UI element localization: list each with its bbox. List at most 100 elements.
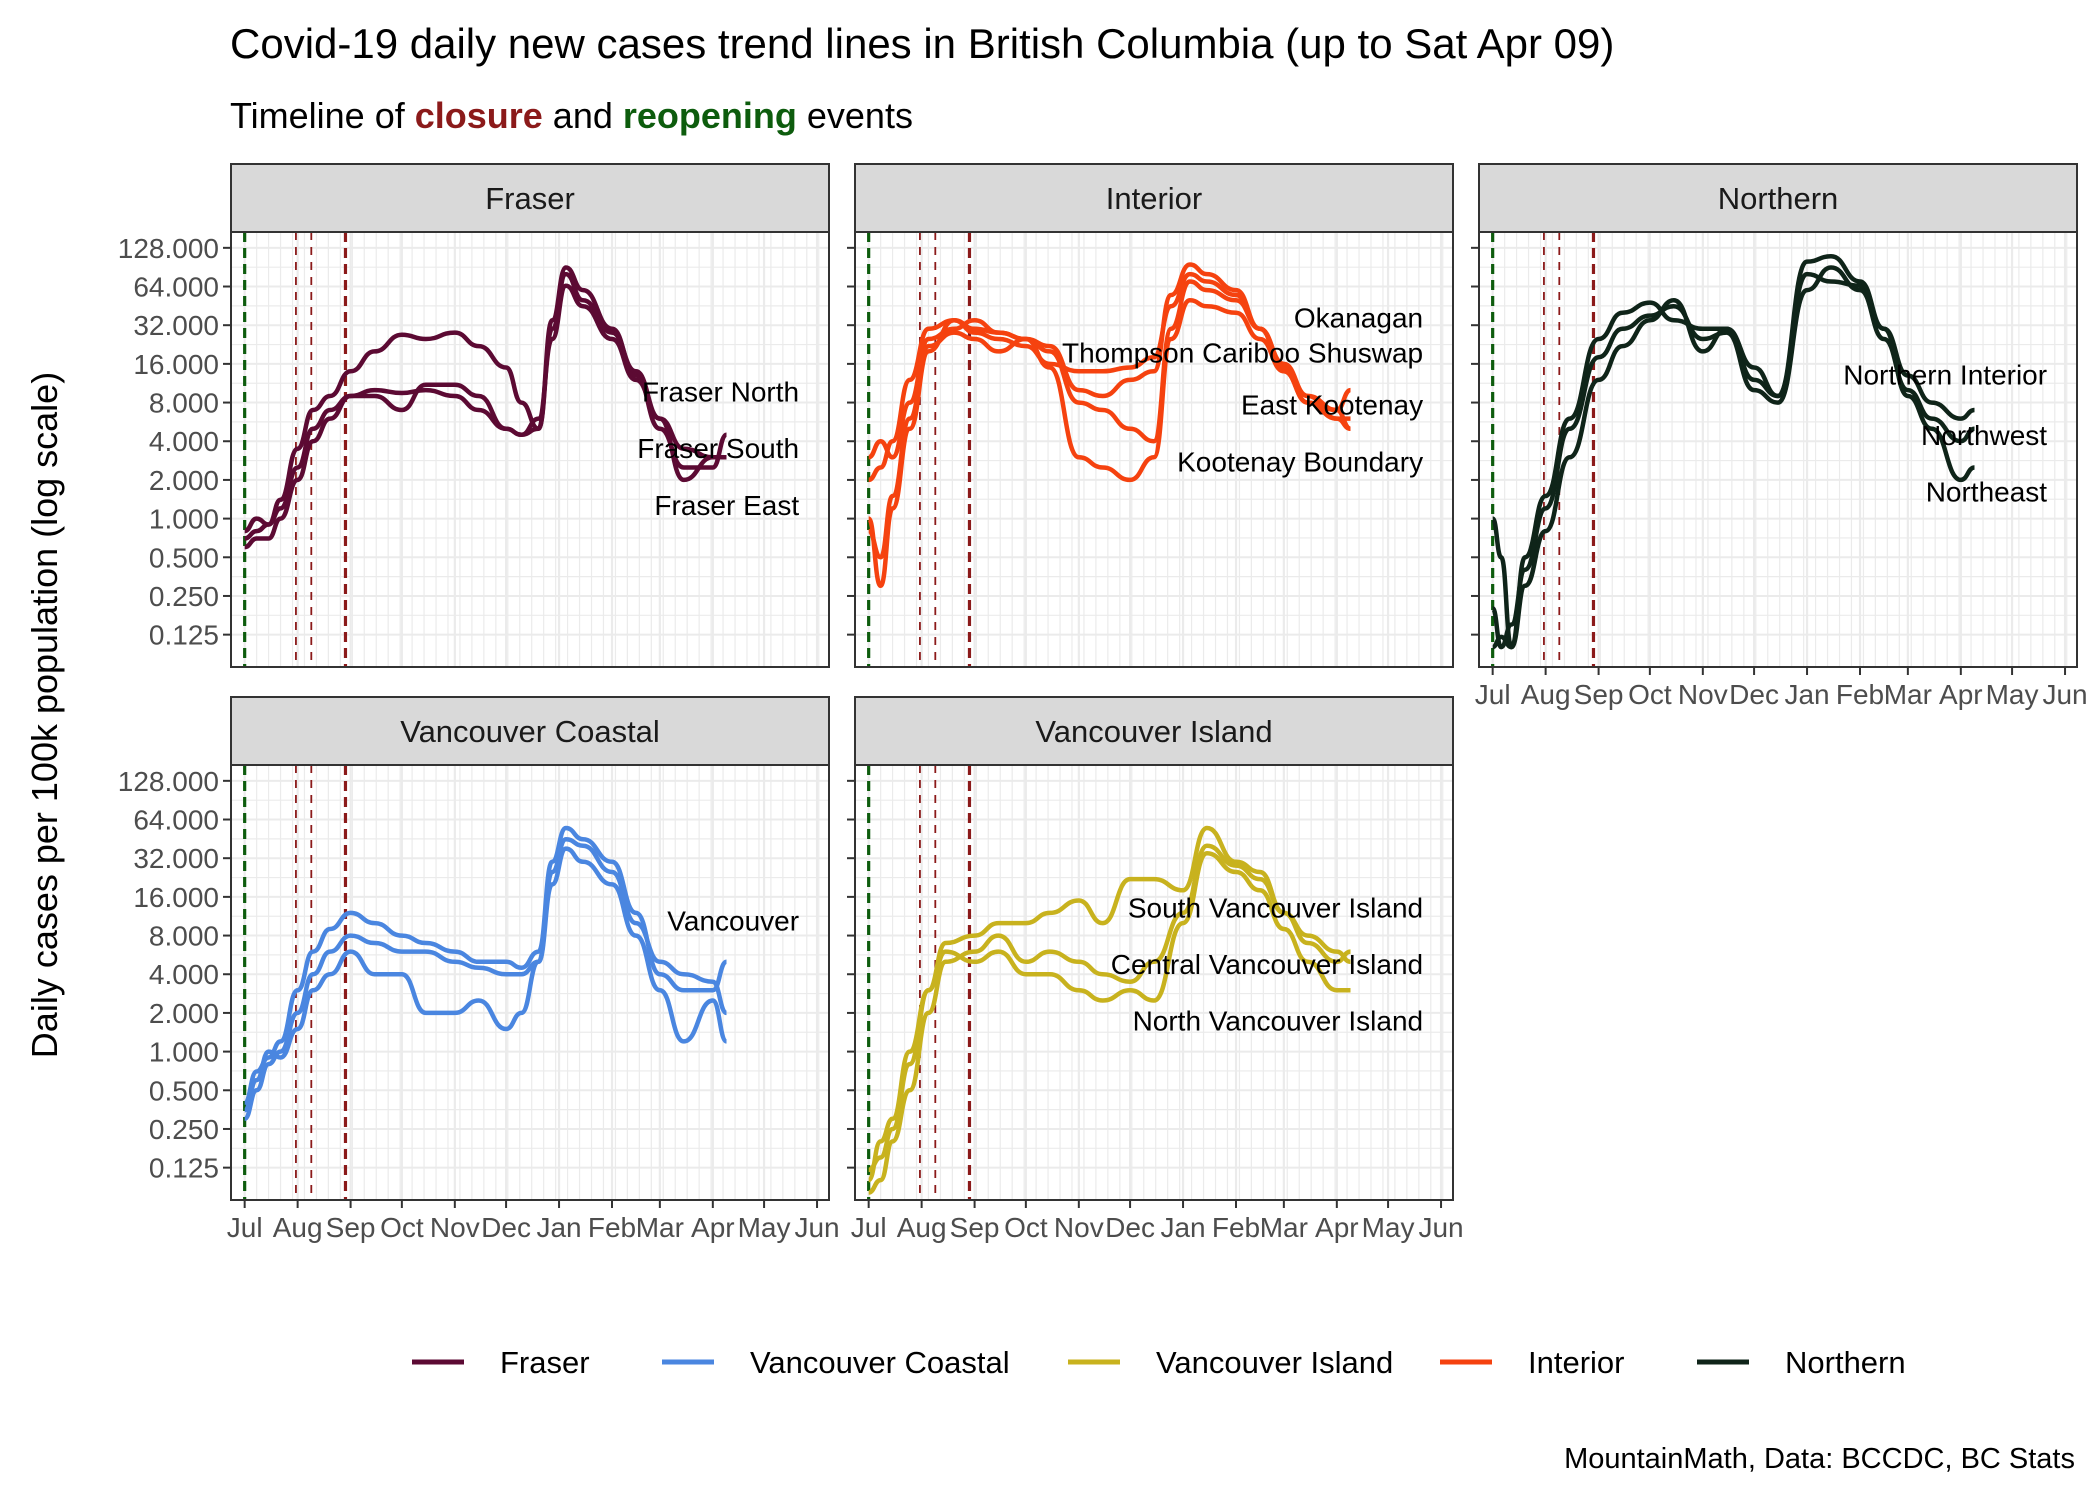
series-label: Northern Interior bbox=[1843, 359, 2047, 390]
chart-subtitle: Timeline of closure and reopening events bbox=[230, 95, 913, 136]
series-label: Thompson Cariboo Shuswap bbox=[1062, 338, 1423, 369]
series-line-northeast bbox=[1492, 254, 1976, 650]
x-tick-label: Apr bbox=[691, 1212, 735, 1243]
x-tick-label: Mar bbox=[1884, 679, 1932, 710]
x-tick-label: Feb bbox=[588, 1212, 636, 1243]
panel-strip-label: Interior bbox=[1106, 181, 1202, 216]
y-tick-label: 0.500 bbox=[149, 1075, 219, 1106]
panel-strip bbox=[1478, 163, 2078, 233]
x-tick-label: Jan bbox=[536, 1212, 581, 1243]
series-label: East Kootenay bbox=[1241, 390, 1423, 421]
y-axis-label: Daily cases per 100k population (log sca… bbox=[24, 372, 65, 1058]
y-tick-label: 0.125 bbox=[149, 620, 219, 651]
x-tick-label: Aug bbox=[897, 1212, 947, 1243]
legend-label: Vancouver Coastal bbox=[750, 1345, 1010, 1380]
panel-strip bbox=[230, 696, 830, 766]
x-tick-label: Apr bbox=[1315, 1212, 1359, 1243]
y-tick-label: 8.000 bbox=[149, 921, 219, 952]
series-group bbox=[866, 262, 1352, 589]
y-tick-label: 0.250 bbox=[149, 581, 219, 612]
x-tick-label: Jul bbox=[227, 1212, 263, 1243]
x-tick-label: Aug bbox=[273, 1212, 323, 1243]
panel-plot-area bbox=[855, 765, 1453, 1200]
panel-interior: Interior Okanagan Thompson Cariboo Shuswap… bbox=[847, 163, 1454, 668]
y-tick-label: 1.000 bbox=[149, 504, 219, 535]
series-label: Fraser East bbox=[654, 490, 799, 521]
x-tick-label: Mar bbox=[636, 1212, 684, 1243]
series-label: South Vancouver Island bbox=[1128, 892, 1423, 923]
legend-item-vancouver-island: Vancouver Island bbox=[1068, 1345, 1393, 1380]
panel-northern: Northern Jul Aug Sep Oct Nov Dec Jan Feb Mar Apr Ma… bbox=[1471, 163, 2088, 710]
panel-border bbox=[854, 764, 1454, 1201]
panels-layer: Fraser 0.125 0.250 0.500 1.000 2.000 4.000 8.00… bbox=[118, 163, 2088, 1243]
panel-strip-label: Vancouver Coastal bbox=[400, 714, 660, 749]
x-tick-label: Feb bbox=[1836, 679, 1884, 710]
series-label: Okanagan bbox=[1294, 303, 1423, 334]
panel-border bbox=[1478, 231, 2078, 668]
subtitle-closure: closure bbox=[415, 95, 543, 136]
y-tick-label: 64.000 bbox=[133, 805, 219, 836]
x-tick-label: Jul bbox=[851, 1212, 887, 1243]
x-tick-label: Dec bbox=[1105, 1212, 1155, 1243]
series-line-vancouver-2- bbox=[243, 836, 728, 1122]
x-tick-label: Dec bbox=[1729, 679, 1779, 710]
x-tick-label: Jan bbox=[1784, 679, 1829, 710]
series-group bbox=[243, 825, 729, 1122]
x-tick-label: Oct bbox=[1004, 1212, 1048, 1243]
panel-strip-label: Fraser bbox=[485, 181, 575, 216]
legend-label: Northern bbox=[1785, 1345, 1906, 1380]
panel-strip bbox=[854, 163, 1454, 233]
chart-caption: MountainMath, Data: BCCDC, BC Stats bbox=[1564, 1443, 2075, 1475]
series-line-vancouver-3- bbox=[243, 846, 729, 1113]
panel-strip bbox=[230, 163, 830, 233]
y-tick-label: 1.000 bbox=[149, 1037, 219, 1068]
series-group bbox=[866, 825, 1351, 1195]
y-tick-label: 128.000 bbox=[118, 233, 219, 264]
y-tick-label: 0.125 bbox=[149, 1153, 219, 1184]
series-line-vancouver bbox=[243, 825, 728, 1105]
subtitle-middle: and bbox=[543, 95, 623, 136]
x-tick-label: Nov bbox=[1054, 1212, 1104, 1243]
panel-vancouver-coastal: Vancouver Coastal 0.125 0.250 0.500 1.000 2.0… bbox=[118, 696, 840, 1243]
series-line-fraser-east bbox=[244, 271, 727, 550]
series-line-fraser-south bbox=[244, 265, 728, 534]
y-tick-label: 8.000 bbox=[149, 388, 219, 419]
legend-label: Vancouver Island bbox=[1156, 1345, 1393, 1380]
x-tick-label: Dec bbox=[481, 1212, 531, 1243]
series-line-north-vancouver-island bbox=[866, 850, 1351, 1183]
y-tick-label: 0.500 bbox=[149, 542, 219, 573]
x-tick-label: Aug bbox=[1521, 679, 1571, 710]
x-tick-label: May bbox=[1362, 1212, 1415, 1243]
series-line-central-vancouver-island bbox=[868, 843, 1351, 1195]
y-tick-label: 32.000 bbox=[133, 843, 219, 874]
y-tick-label: 16.000 bbox=[133, 882, 219, 913]
panel-border bbox=[230, 764, 830, 1201]
series-label: Northeast bbox=[1926, 477, 2048, 508]
x-tick-label: Jun bbox=[794, 1212, 839, 1243]
y-tick-label: 64.000 bbox=[133, 272, 219, 303]
series-line-fraser-north bbox=[244, 283, 727, 541]
y-tick-label: 4.000 bbox=[149, 426, 219, 457]
x-tick-label: Sep bbox=[326, 1212, 376, 1243]
legend: Fraser Vancouver Coastal Vancouver Island I… bbox=[412, 1345, 1906, 1380]
panel-border bbox=[854, 231, 1454, 668]
series-label: North Vancouver Island bbox=[1133, 1005, 1424, 1036]
panel-strip-label: Vancouver Island bbox=[1035, 714, 1272, 749]
series-group bbox=[244, 265, 728, 550]
panel-plot-area bbox=[231, 232, 829, 667]
panel-fraser: Fraser 0.125 0.250 0.500 1.000 2.000 4.000 8.00… bbox=[118, 163, 830, 668]
series-label: Northwest bbox=[1921, 420, 2047, 451]
series-label: Vancouver bbox=[667, 905, 799, 936]
x-tick-label: Feb bbox=[1212, 1212, 1260, 1243]
legend-item-interior: Interior bbox=[1440, 1345, 1624, 1380]
y-tick-label: 16.000 bbox=[133, 349, 219, 380]
y-tick-label: 2.000 bbox=[149, 465, 219, 496]
panel-strip-label: Northern bbox=[1718, 181, 1839, 216]
x-tick-label: May bbox=[738, 1212, 791, 1243]
x-tick-label: Mar bbox=[1260, 1212, 1308, 1243]
panel-vancouver-island: Vancouver Island Jul Aug Sep Oct Nov Dec Jan Feb… bbox=[847, 696, 1464, 1243]
series-label: Fraser South bbox=[637, 433, 799, 464]
x-tick-label: Jul bbox=[1475, 679, 1511, 710]
panel-plot-area bbox=[855, 232, 1453, 667]
x-tick-label: Oct bbox=[380, 1212, 424, 1243]
